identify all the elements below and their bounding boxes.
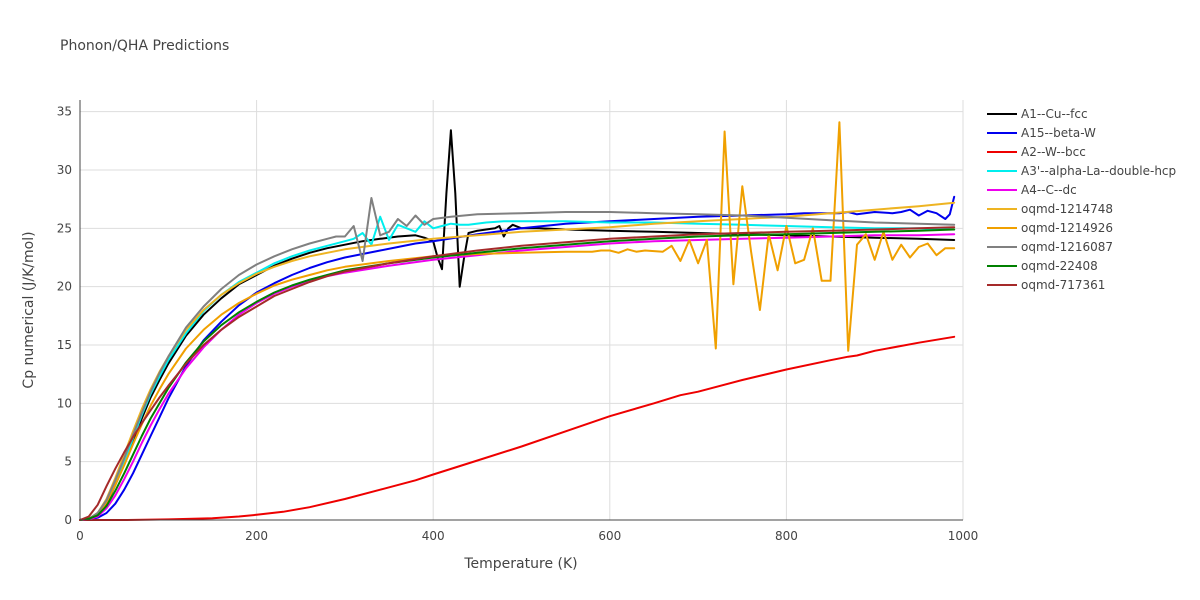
series-line-oqmd-717361[interactable] — [79, 226, 956, 521]
y-tick-label: 35 — [57, 105, 72, 119]
x-axis-title: Temperature (K) — [463, 556, 577, 572]
x-tick-label: 600 — [598, 529, 621, 543]
legend-label: A2--W--bcc — [1021, 145, 1086, 159]
axis-layer: 0 200 400 600 800 1000 0 5 10 15 20 25 30 35 — [57, 100, 979, 543]
legend-label: oqmd-1214926 — [1021, 221, 1113, 235]
legend-item[interactable]: oqmd-1214748 — [987, 202, 1113, 216]
legend-label: A4--C--dc — [1021, 183, 1077, 197]
series-line-oqmd-1214926[interactable] — [79, 121, 956, 521]
y-axis-title: Cp numerical (J/K/mol) — [21, 231, 37, 388]
grid-layer — [80, 100, 964, 520]
legend-item[interactable]: A15--beta-W — [987, 126, 1096, 140]
x-tick-label: 200 — [245, 529, 268, 543]
y-tick-label: 25 — [57, 221, 72, 235]
series-line-a15-beta-w[interactable] — [79, 195, 956, 521]
series-line-oqmd-1216087[interactable] — [79, 197, 956, 521]
legend-item[interactable]: oqmd-1214926 — [987, 221, 1113, 235]
x-tick-label: 400 — [422, 529, 445, 543]
plot-area — [79, 121, 956, 521]
legend-label: oqmd-1216087 — [1021, 240, 1113, 254]
legend-label: oqmd-22408 — [1021, 259, 1098, 273]
legend: A1--Cu--fcc A15--beta-W A2--W--bcc A3'--alp… — [987, 107, 1176, 292]
series-line-a2-w-bcc[interactable] — [79, 335, 956, 521]
legend-label: oqmd-1214748 — [1021, 202, 1113, 216]
chart-title: Phonon/QHA Predictions — [60, 38, 229, 54]
legend-item[interactable]: A3'--alpha-La--double-hcp — [987, 164, 1176, 178]
y-tick-label: 10 — [57, 396, 72, 410]
series-line-a3-alpha-la-double-hcp[interactable] — [79, 215, 956, 521]
legend-item[interactable]: A4--C--dc — [987, 183, 1077, 197]
legend-item[interactable]: oqmd-1216087 — [987, 240, 1113, 254]
y-tick-label: 0 — [64, 513, 72, 527]
legend-item[interactable]: oqmd-717361 — [987, 278, 1105, 292]
series-line-a4-c-dc[interactable] — [79, 233, 956, 521]
legend-label: A15--beta-W — [1021, 126, 1096, 140]
legend-item[interactable]: A1--Cu--fcc — [987, 107, 1088, 121]
legend-label: oqmd-717361 — [1021, 278, 1105, 292]
legend-item[interactable]: A2--W--bcc — [987, 145, 1086, 159]
y-tick-label: 15 — [57, 338, 72, 352]
y-tick-label: 5 — [64, 455, 72, 469]
series-line-oqmd-1214748[interactable] — [79, 201, 956, 521]
x-tick-label: 1000 — [948, 529, 979, 543]
y-tick-label: 30 — [57, 163, 72, 177]
x-tick-label: 0 — [76, 529, 84, 543]
series-line-oqmd-22408[interactable] — [79, 228, 956, 521]
legend-item[interactable]: oqmd-22408 — [987, 259, 1098, 273]
legend-label: A3'--alpha-La--double-hcp — [1021, 164, 1176, 178]
legend-label: A1--Cu--fcc — [1021, 107, 1088, 121]
x-tick-label: 800 — [775, 529, 798, 543]
y-tick-label: 20 — [57, 280, 72, 294]
